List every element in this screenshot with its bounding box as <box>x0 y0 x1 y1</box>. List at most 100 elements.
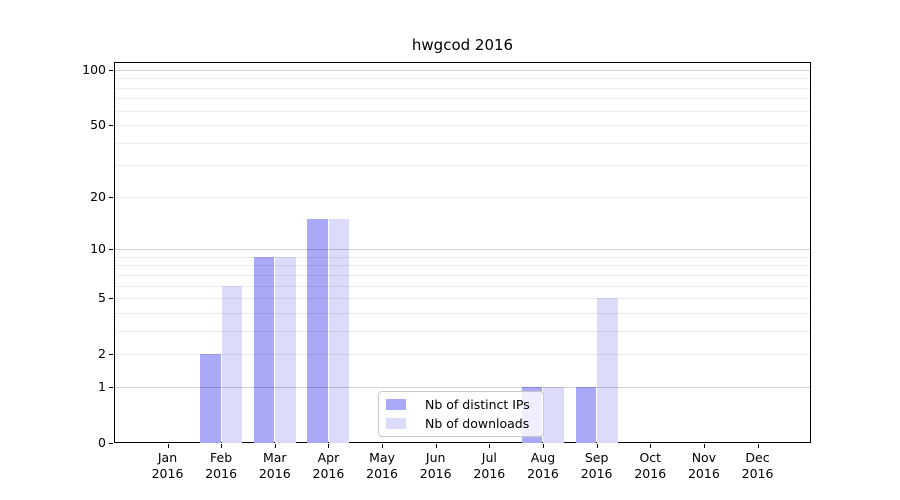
x-tick-year: 2016 <box>258 466 291 481</box>
bar-distinct-ips <box>575 386 597 443</box>
x-axis-tick-label: Nov 2016 <box>674 450 734 482</box>
y-axis-tick-label: 5 <box>98 290 106 306</box>
y-tick-mark <box>109 249 113 251</box>
x-axis-tick-label: Oct 2016 <box>620 450 680 482</box>
x-tick-mark <box>328 444 330 448</box>
y-tick-mark <box>109 443 113 444</box>
legend: Nb of distinct IPs Nb of downloads <box>378 391 544 437</box>
x-axis-tick-label: Jan 2016 <box>138 450 198 482</box>
bar-downloads <box>275 256 296 443</box>
y-axis-tick-label: 50 <box>90 117 106 133</box>
minor-gridline <box>115 87 810 89</box>
bar-distinct-ips <box>200 354 221 443</box>
x-tick-month: Mar <box>262 450 287 465</box>
x-tick-month: Jan <box>157 450 178 465</box>
y-tick-mark <box>109 125 113 127</box>
y-axis-tick-label: 10 <box>90 241 106 257</box>
minor-gridline <box>115 274 810 276</box>
minor-gridline <box>115 98 810 100</box>
legend-item-distinct-ips: Nb of distinct IPs <box>386 397 536 412</box>
x-tick-mark <box>703 444 705 448</box>
bar-downloads <box>328 218 350 443</box>
x-tick-year: 2016 <box>634 466 667 481</box>
x-axis-tick-label: Aug 2016 <box>513 450 573 482</box>
major-gridline <box>115 249 810 251</box>
minor-gridline <box>115 354 810 356</box>
bar-distinct-ips <box>307 218 328 443</box>
bar-downloads <box>221 285 243 443</box>
x-tick-month: Apr <box>317 450 340 465</box>
y-tick-mark <box>109 354 113 356</box>
x-axis-tick-label: Feb 2016 <box>191 450 251 482</box>
x-tick-year: 2016 <box>687 466 720 481</box>
y-axis-tick-label: 2 <box>98 346 106 362</box>
minor-gridline <box>115 256 810 258</box>
x-tick-year: 2016 <box>527 466 559 481</box>
x-tick-mark <box>542 444 544 448</box>
x-tick-month: Jul <box>481 450 497 465</box>
x-axis-tick-label: Sep 2016 <box>567 450 627 482</box>
x-tick-mark <box>167 444 169 448</box>
y-axis-tick-label: 1 <box>98 378 106 394</box>
minor-gridline <box>115 196 810 198</box>
major-gridline <box>115 70 810 71</box>
x-tick-mark <box>221 444 223 448</box>
y-tick-mark <box>109 386 113 388</box>
x-tick-year: 2016 <box>580 466 613 481</box>
minor-gridline <box>115 110 810 112</box>
x-axis-tick-label: May 2016 <box>352 450 412 482</box>
legend-label-downloads: Nb of downloads <box>425 415 530 431</box>
y-tick-mark <box>109 70 113 71</box>
x-tick-mark <box>650 444 652 448</box>
x-tick-year: 2016 <box>366 466 398 481</box>
x-tick-year: 2016 <box>312 466 345 481</box>
x-tick-month: Sep <box>584 450 609 465</box>
x-tick-mark <box>274 444 276 448</box>
x-tick-month: Dec <box>745 450 770 465</box>
x-tick-month: Oct <box>639 450 662 465</box>
legend-swatch-distinct-ips <box>386 399 406 411</box>
x-axis-tick-label: Apr 2016 <box>298 450 358 482</box>
x-axis-tick-label: Dec 2016 <box>728 450 788 482</box>
chart-title: hwgcod 2016 <box>411 36 514 54</box>
x-tick-mark <box>382 444 384 448</box>
minor-gridline <box>115 78 810 80</box>
x-tick-year: 2016 <box>205 466 238 481</box>
minor-gridline <box>115 330 810 332</box>
legend-label-distinct-ips: Nb of distinct IPs <box>425 397 530 413</box>
minor-gridline <box>115 165 810 167</box>
bar-downloads <box>543 386 564 443</box>
minor-gridline <box>115 285 810 287</box>
minor-gridline <box>115 265 810 267</box>
minor-gridline <box>115 298 810 300</box>
x-tick-year: 2016 <box>741 466 774 481</box>
x-tick-month: May <box>369 450 395 465</box>
x-tick-year: 2016 <box>151 466 184 481</box>
y-axis-tick-label: 0 <box>98 435 106 450</box>
x-tick-month: Feb <box>210 450 233 465</box>
x-tick-year: 2016 <box>473 466 506 481</box>
x-tick-year: 2016 <box>419 466 452 481</box>
x-tick-month: Jun <box>425 450 446 465</box>
major-gridline <box>115 386 810 388</box>
x-tick-mark <box>757 444 759 448</box>
x-axis-tick-label: Jul 2016 <box>459 450 519 482</box>
x-tick-mark <box>435 444 437 448</box>
x-axis-tick-label: Jun 2016 <box>406 450 466 482</box>
x-tick-month: Nov <box>691 450 717 465</box>
bar-downloads <box>597 298 618 443</box>
y-tick-mark <box>109 196 113 198</box>
bar-distinct-ips <box>253 256 275 443</box>
y-tick-mark <box>109 298 113 300</box>
y-axis-tick-label: 20 <box>90 188 106 204</box>
x-tick-month: Aug <box>530 450 556 465</box>
x-tick-mark <box>596 444 598 448</box>
minor-gridline <box>115 142 810 144</box>
y-axis-tick-label: 100 <box>82 62 106 77</box>
legend-swatch-downloads <box>386 417 406 429</box>
x-tick-mark <box>489 444 491 448</box>
minor-gridline <box>115 125 810 127</box>
x-axis-tick-label: Mar 2016 <box>245 450 305 482</box>
minor-gridline <box>115 312 810 314</box>
